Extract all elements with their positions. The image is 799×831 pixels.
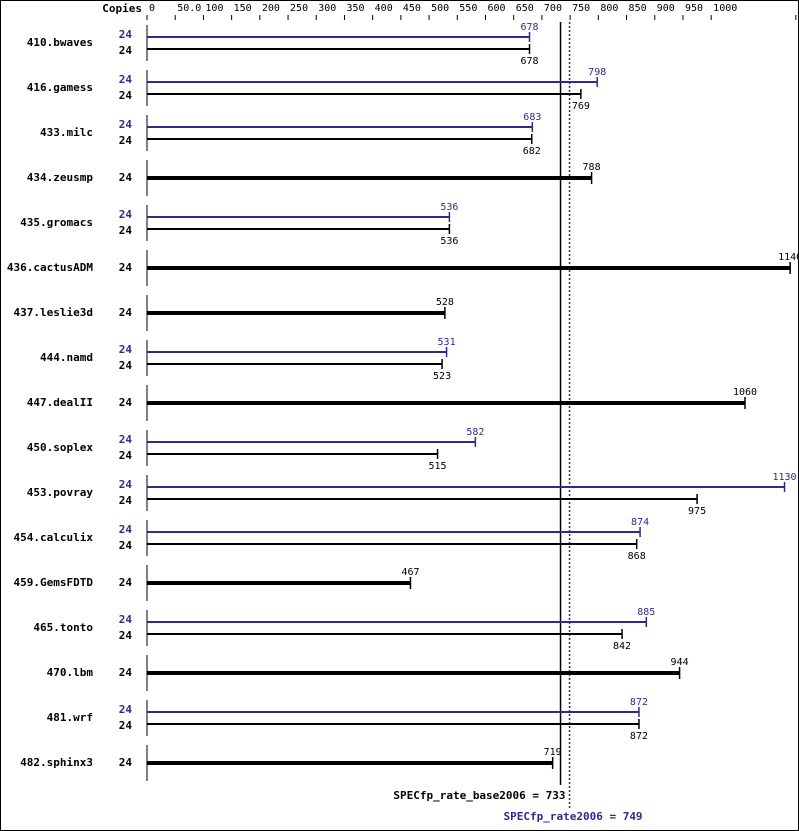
category-label: 450.soplex [27, 441, 94, 454]
copies-label: 24 [119, 523, 133, 536]
x-tick-label: 1000 [713, 3, 737, 14]
value-label: 523 [433, 371, 451, 382]
category-label: 447.dealII [27, 396, 93, 409]
value-label: 531 [438, 337, 456, 348]
category-label: 444.namd [40, 351, 93, 364]
value-label: 536 [440, 236, 458, 247]
category-label: 482.sphinx3 [20, 756, 93, 769]
value-label: 582 [466, 427, 484, 438]
value-label: 874 [631, 517, 649, 528]
copies-label: 24 [119, 666, 133, 679]
copies-label: 24 [119, 343, 133, 356]
x-tick-label: 650 [516, 3, 534, 14]
category-label: 459.GemsFDTD [14, 576, 94, 589]
value-label: 683 [523, 112, 541, 123]
value-label: 868 [628, 551, 646, 562]
x-tick-label: 400 [375, 3, 393, 14]
reference-label: SPECfp_rate_base2006 = 733 [393, 789, 565, 802]
x-tick-label: 250 [290, 3, 308, 14]
copies-label: 24 [119, 208, 133, 221]
category-label: 435.gromacs [20, 216, 93, 229]
category-label: 453.povray [27, 486, 94, 499]
copies-label: 24 [119, 44, 133, 57]
value-label: 1130 [772, 472, 796, 483]
value-label: 975 [688, 506, 706, 517]
copies-label: 24 [119, 478, 133, 491]
copies-label: 24 [119, 224, 133, 237]
value-label: 885 [637, 607, 655, 618]
value-label: 528 [436, 297, 454, 308]
x-tick-label: 1150 [798, 3, 799, 14]
value-label: 1060 [733, 387, 757, 398]
category-label: 454.calculix [14, 531, 94, 544]
x-tick-label: 500 [431, 3, 449, 14]
x-tick-label: 300 [318, 3, 336, 14]
category-label: 434.zeusmp [27, 171, 94, 184]
x-tick-label: 750 [572, 3, 590, 14]
x-tick-label: 550 [459, 3, 477, 14]
x-tick-label: 450 [403, 3, 421, 14]
x-tick-label: 100 [205, 3, 223, 14]
reference-label: SPECfp_rate2006 = 749 [503, 810, 642, 823]
value-label: 536 [440, 202, 458, 213]
x-tick-label: 950 [685, 3, 703, 14]
copies-label: 24 [119, 118, 133, 131]
copies-label: 24 [119, 171, 133, 184]
category-label: 470.lbm [47, 666, 94, 679]
copies-label: 24 [119, 433, 133, 446]
value-label: 944 [671, 657, 689, 668]
copies-label: 24 [119, 396, 133, 409]
value-label: 678 [520, 56, 538, 67]
copies-label: 24 [119, 73, 133, 86]
x-tick-label: 850 [629, 3, 647, 14]
value-label: 719 [544, 747, 562, 758]
copies-label: 24 [119, 306, 133, 319]
copies-label: 24 [119, 613, 133, 626]
value-label: 682 [523, 146, 541, 157]
value-label: 769 [572, 101, 590, 112]
x-tick-label: 0 [149, 3, 155, 14]
category-label: 433.milc [40, 126, 93, 139]
copies-label: 24 [119, 629, 133, 642]
category-label: 410.bwaves [27, 36, 93, 49]
copies-label: 24 [119, 261, 133, 274]
copies-label: 24 [119, 539, 133, 552]
category-label: 465.tonto [33, 621, 93, 634]
copies-label: 24 [119, 719, 133, 732]
copies-label: 24 [119, 134, 133, 147]
x-tick-label: 700 [544, 3, 562, 14]
value-label: 872 [630, 731, 648, 742]
x-tick-label: 900 [657, 3, 675, 14]
category-label: 481.wrf [47, 711, 93, 724]
value-label: 678 [520, 22, 538, 33]
category-label: 437.leslie3d [14, 306, 93, 319]
x-tick-label: 600 [488, 3, 506, 14]
copies-label: 24 [119, 28, 133, 41]
copies-label: 24 [119, 449, 133, 462]
value-label: 515 [429, 461, 447, 472]
copies-label: 24 [119, 359, 133, 372]
copies-label: 24 [119, 576, 133, 589]
value-label: 1140 [778, 252, 799, 263]
value-label: 467 [401, 567, 419, 578]
copies-label: 24 [119, 703, 133, 716]
x-tick-label: 150 [234, 3, 252, 14]
copies-label: 24 [119, 756, 133, 769]
value-label: 842 [613, 641, 631, 652]
value-label: 788 [583, 162, 601, 173]
copies-header: Copies [102, 2, 142, 15]
copies-label: 24 [119, 89, 133, 102]
copies-label: 24 [119, 494, 133, 507]
category-label: 416.gamess [27, 81, 93, 94]
x-tick-label: 200 [262, 3, 280, 14]
x-tick-label: 50.0 [177, 3, 201, 14]
value-label: 872 [630, 697, 648, 708]
x-tick-label: 800 [600, 3, 618, 14]
category-label: 436.cactusADM [7, 261, 93, 274]
value-label: 798 [588, 67, 606, 78]
x-tick-label: 350 [346, 3, 364, 14]
